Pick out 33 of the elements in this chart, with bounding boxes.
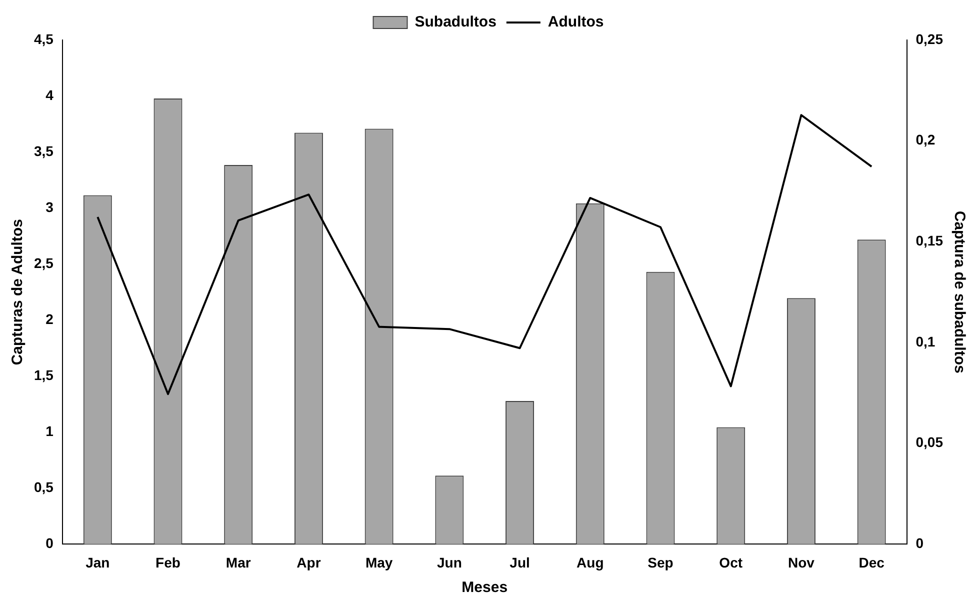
x-tick-label: Mar — [226, 554, 252, 570]
y-tick-label: 2 — [46, 310, 54, 327]
y2-tick-label: 0 — [916, 535, 924, 552]
x-tick-label: Feb — [156, 554, 180, 570]
x-tick-label: Jul — [510, 554, 530, 570]
y2-tick-label: 0,25 — [916, 30, 944, 47]
x-tick-label: Dec — [858, 554, 885, 570]
x-tick-label: Jun — [436, 554, 462, 570]
y2-tick-label: 0,2 — [916, 132, 936, 148]
y2-tick-label: 0,1 — [916, 333, 936, 350]
y2-axis-title: Captura de subadultos — [950, 210, 968, 374]
y-tick-label: 1,5 — [34, 366, 54, 383]
y-tick-label: 0,5 — [34, 479, 54, 496]
y-tick-label: 3,5 — [34, 142, 54, 159]
y-tick-label: 3 — [46, 198, 54, 215]
legend-label: Adultos — [548, 14, 604, 31]
y-tick-label: 2,5 — [34, 254, 54, 271]
x-tick-label: Sep — [648, 554, 674, 570]
y-tick-label: 4,5 — [34, 30, 54, 47]
legend-label: Subadultos — [414, 14, 496, 31]
y-tick-label: 4 — [46, 86, 54, 103]
y-tick-label: 0 — [46, 535, 54, 552]
y2-tick-label: 0,05 — [916, 434, 944, 450]
x-tick-label: Nov — [788, 554, 815, 570]
x-tick-label: Oct — [719, 554, 743, 570]
x-tick-label: Aug — [576, 554, 604, 570]
x-tick-label: Jan — [86, 554, 110, 570]
y-axis-title: Capturas de Adultos — [9, 219, 26, 366]
y-tick-label: 1 — [46, 423, 54, 440]
x-tick-label: Apr — [296, 554, 322, 570]
x-tick-label: May — [365, 554, 393, 570]
y2-tick-label: 0,15 — [916, 232, 944, 249]
x-axis-title: Meses — [462, 579, 508, 596]
